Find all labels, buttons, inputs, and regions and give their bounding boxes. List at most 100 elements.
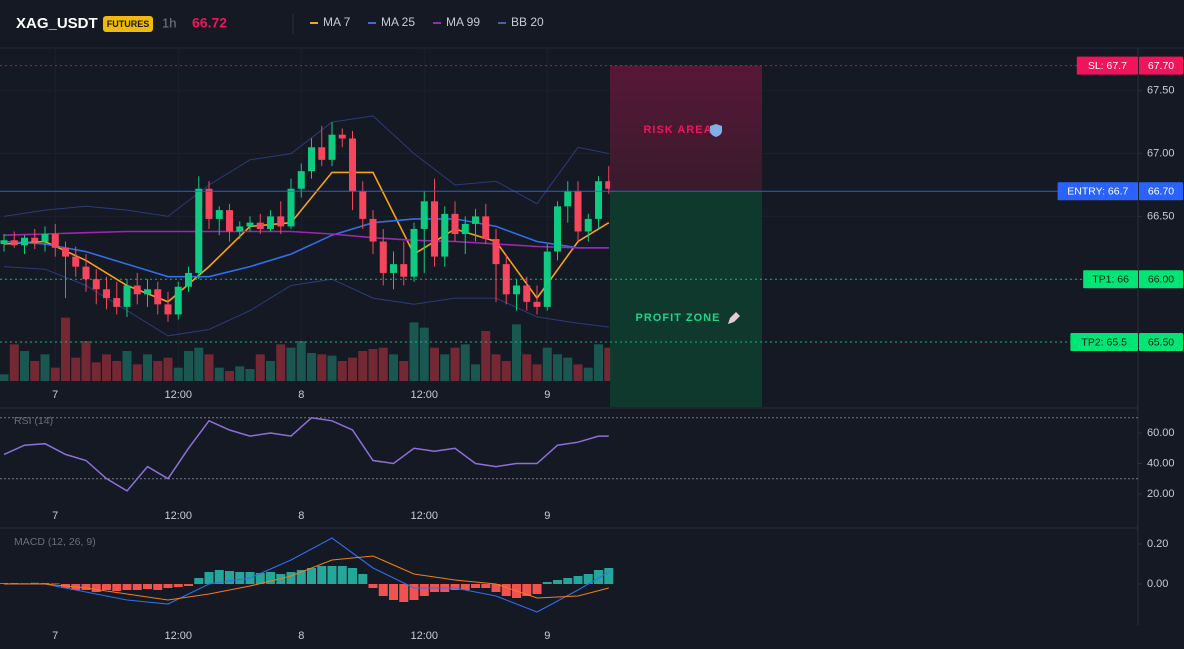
candle-body [431,201,439,257]
candle-body [390,264,398,273]
risk-label: RISK AREA [643,124,712,136]
candle-body [195,188,203,273]
legend: MA 7 MA 25 MA 99 BB 20 [310,15,544,29]
candle-body [492,239,500,265]
candle-body [92,279,100,290]
volume-bar [153,361,163,381]
histogram-bar [50,583,60,584]
panel-title: RSI (14) [14,415,53,427]
y-tick-label: 0.00 [1147,578,1168,590]
candle-body [533,301,541,307]
histogram-bar [194,578,204,584]
histogram-bar [573,576,583,584]
candle-body [0,240,8,245]
ma-line [3,230,609,249]
histogram-bar [450,584,460,590]
volume-bar [266,361,276,381]
y-tick-label: 60.00 [1147,427,1175,439]
volume-bar [50,367,60,381]
macd-line [4,537,610,613]
volume-bar [409,322,419,381]
candle-body [51,233,59,248]
histogram-bar [102,584,112,590]
candle-body [420,201,428,229]
bb-upper [3,115,609,217]
histogram-bar [91,584,101,592]
candle-body [226,210,234,232]
candle-body [72,256,80,267]
volume-bar [61,317,71,381]
volume-bar [553,354,563,381]
candle-body [554,206,562,252]
candle-body [215,210,223,219]
legend-label: BB 20 [511,15,544,29]
volume-bar [450,347,460,381]
candle-body [205,188,213,219]
candle-body [113,298,121,307]
candle-body [133,285,141,295]
x-tick-label: 12:00 [164,630,192,642]
candle-body [523,285,531,302]
price-value-bg [1139,56,1183,75]
histogram-bar [255,573,265,584]
candle-body [379,241,387,273]
histogram-bar [399,584,409,602]
volume-bar [173,367,183,381]
volume-bar [440,354,450,381]
candle-body [31,237,39,242]
volume-bar [512,324,522,381]
candle-body [595,181,603,219]
interval: 1h [162,15,176,30]
histogram-bar [153,584,163,590]
symbol: XAG_USDT [16,15,98,32]
volume-bar [81,341,91,381]
volume-bar [0,374,9,381]
candle-body [277,216,285,227]
x-tick-label: 8 [298,510,304,522]
volume-bar [604,347,614,381]
volume-bar [143,354,153,381]
price-label-bg [1076,56,1138,75]
x-tick-label: 12:00 [410,510,438,522]
candle-body [461,223,469,234]
price-line-label: TP1: 66 [1092,273,1129,285]
histogram-bar [327,566,337,584]
x-tick-label: 12:00 [164,510,192,522]
histogram-bar [184,584,194,586]
volume-bar [430,347,440,381]
histogram-bar [112,584,122,591]
volume-bar [532,364,542,381]
histogram-bar [532,584,542,594]
volume-bar [245,369,255,381]
candle-body [10,240,18,246]
rocket-icon [728,312,740,324]
price-line-label: TP2: 65.5 [1081,336,1127,348]
histogram-bar [214,570,224,584]
histogram-bar [583,574,593,584]
histogram-bar [30,582,40,584]
histogram-bar [368,584,378,588]
candle-body [543,251,551,307]
candle-body [297,171,305,189]
shield-icon [710,124,722,137]
volume-bar [337,361,347,381]
histogram-bar [163,584,173,588]
candle-body [472,216,480,224]
histogram-bar [81,584,91,590]
x-tick-label: 9 [544,510,550,522]
candle-body [564,191,572,207]
histogram-bar [143,584,153,589]
volume-bar [132,364,142,381]
candle-body [338,134,346,139]
volume-bar [9,344,19,381]
profit-zone [610,191,762,407]
volume-bar [317,354,327,381]
x-tick-label: 12:00 [410,389,438,401]
histogram-bar [307,568,317,584]
x-tick-label: 7 [52,510,58,522]
x-tick-label: 9 [544,389,550,401]
histogram-bar [604,568,614,584]
price-line-value: 66.70 [1148,186,1174,198]
profit-label: PROFIT ZONE [636,312,721,324]
histogram-bar [542,582,552,584]
